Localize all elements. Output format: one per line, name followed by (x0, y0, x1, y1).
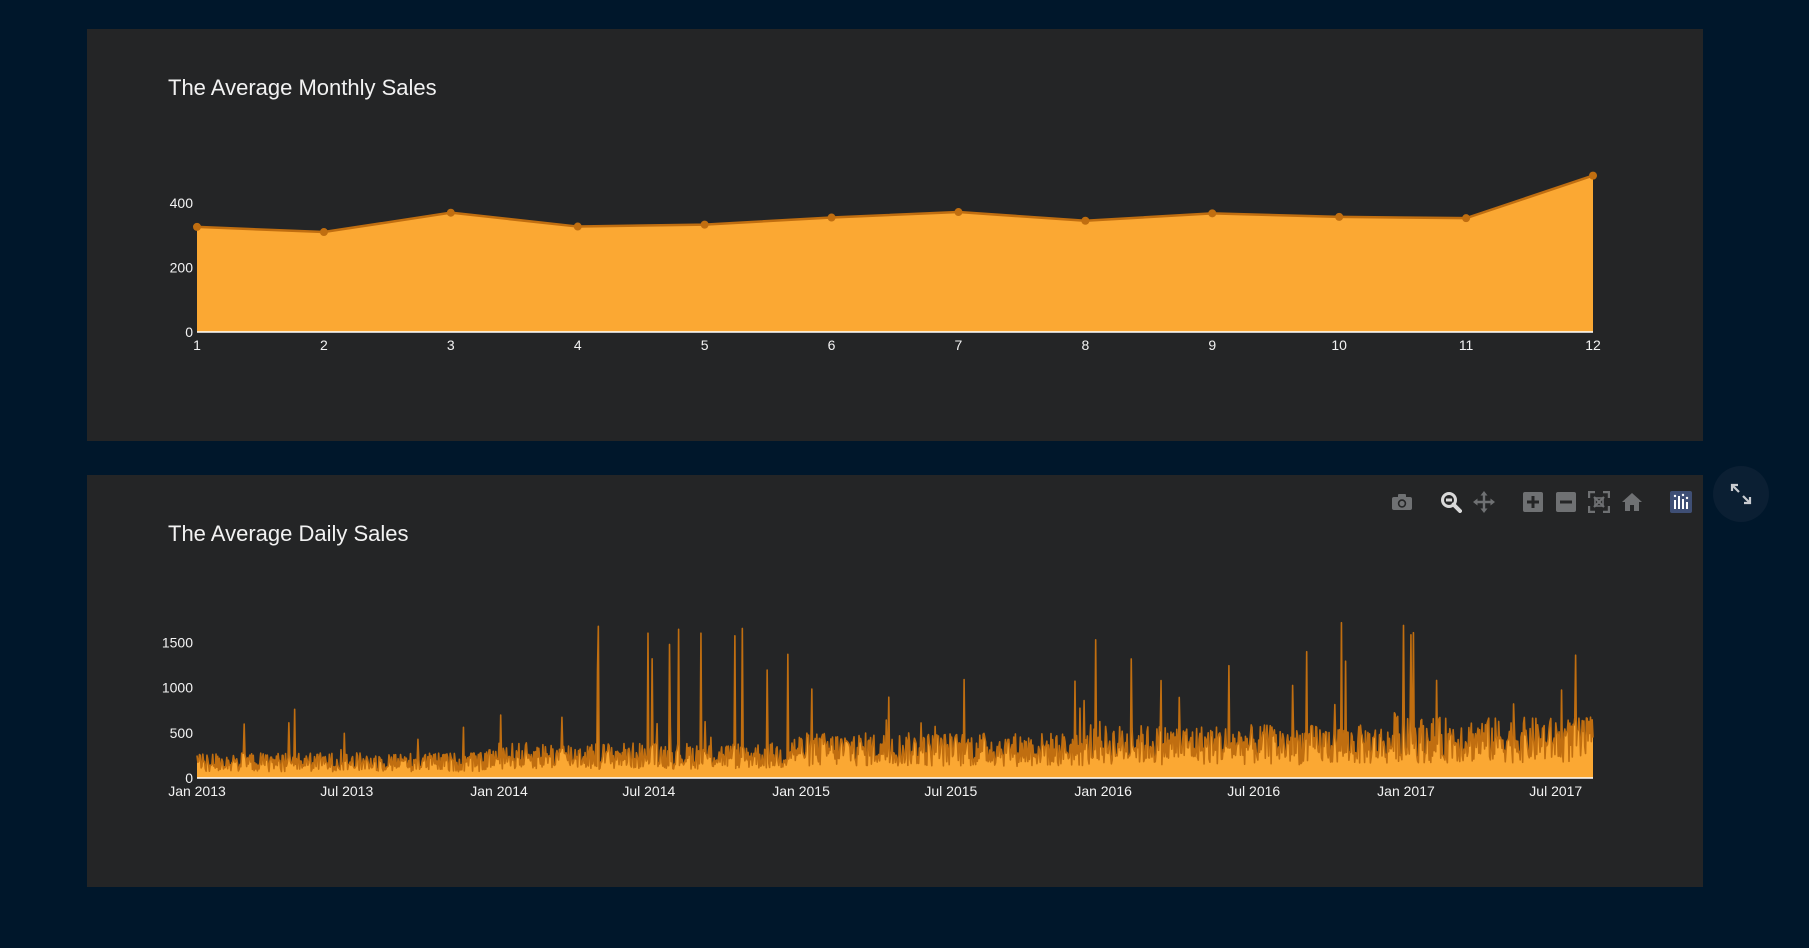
data-point-6 (827, 213, 836, 222)
x-tick-label: Jul 2014 (622, 783, 675, 799)
x-tick-label: 2 (320, 337, 328, 353)
data-point-4 (573, 222, 582, 231)
reset-axes-icon (1621, 493, 1642, 511)
area-fill (197, 622, 1593, 778)
y-tick-label: 200 (170, 260, 194, 276)
x-tick-label: 4 (574, 337, 582, 353)
chart-title: The Average Daily Sales (168, 521, 409, 546)
y-tick-label: 1500 (162, 635, 193, 651)
zoom-out-icon (1555, 492, 1576, 512)
expand-icon (1730, 483, 1752, 505)
series-line (196, 174, 1594, 234)
x-tick-label: Jul 2013 (320, 783, 373, 799)
x-tick-label: Jan 2015 (772, 783, 830, 799)
zoom-out-button[interactable] (1551, 489, 1580, 515)
pan-button[interactable] (1469, 489, 1498, 515)
data-point-7 (954, 208, 963, 217)
zoom-button[interactable] (1436, 489, 1465, 515)
data-point-2 (319, 228, 328, 237)
area-fill (197, 175, 1593, 332)
download-plot-button[interactable] (1387, 489, 1416, 515)
x-tick-label: Jul 2017 (1529, 783, 1582, 799)
x-tick-label: 5 (701, 337, 709, 353)
camera-icon (1391, 494, 1412, 510)
data-point-8 (1081, 216, 1090, 225)
x-tick-label: 6 (828, 337, 836, 353)
daily-sales-plot[interactable]: Jan 2013 Jul 2013 Jan 2014 Jul 2014 Jan 2015… (87, 475, 1703, 887)
x-tick-label: 11 (1459, 337, 1474, 353)
y-tick-label: 500 (170, 725, 194, 741)
zoom-in-button[interactable] (1518, 489, 1547, 515)
fullscreen-button[interactable] (1713, 466, 1769, 522)
x-tick-label: Jul 2015 (924, 783, 977, 799)
x-tick-label: 1 (193, 337, 201, 353)
plotly-logo-icon (1669, 491, 1692, 513)
data-point-5 (700, 220, 709, 229)
data-point-10 (1335, 212, 1344, 221)
x-tick-label: Jan 2017 (1377, 783, 1435, 799)
data-point-11 (1462, 214, 1471, 223)
modebar (1387, 489, 1695, 515)
y-tick-label: 0 (185, 324, 193, 340)
y-tick-label: 400 (170, 195, 194, 211)
x-tick-label: Jan 2013 (168, 783, 226, 799)
y-tick-label: 0 (185, 770, 193, 786)
x-tick-label: 8 (1081, 337, 1089, 353)
x-tick-label: Jul 2016 (1227, 783, 1280, 799)
data-point-12 (1589, 171, 1597, 180)
x-tick-label: 12 (1585, 337, 1601, 353)
data-point-3 (446, 208, 455, 217)
series-line (196, 621, 1594, 773)
pan-icon (1472, 491, 1495, 513)
autoscale-icon (1587, 491, 1610, 513)
data-point-9 (1208, 209, 1217, 218)
x-tick-label: 3 (447, 337, 455, 353)
monthly-sales-chart[interactable]: The Average Monthly Sales 1 2 3 4 5 6 7 8 9 10 11 1… (87, 29, 1703, 441)
zoom-in-icon (1522, 492, 1543, 512)
data-point-1 (193, 222, 201, 231)
y-tick-label: 1000 (162, 680, 193, 696)
x-tick-label: 7 (955, 337, 963, 353)
x-tick-label: 9 (1208, 337, 1216, 353)
x-tick-label: Jan 2014 (470, 783, 528, 799)
daily-sales-chart[interactable]: The Average Daily Sales Jan 2013 Jul 2013… (87, 475, 1703, 887)
plotly-logo-button[interactable] (1666, 489, 1695, 515)
x-tick-label: Jan 2016 (1074, 783, 1132, 799)
chart-title: The Average Monthly Sales (168, 75, 437, 100)
reset-axes-button[interactable] (1617, 489, 1646, 515)
autoscale-button[interactable] (1584, 489, 1613, 515)
zoom-icon (1440, 492, 1462, 513)
x-tick-label: 10 (1331, 337, 1347, 353)
